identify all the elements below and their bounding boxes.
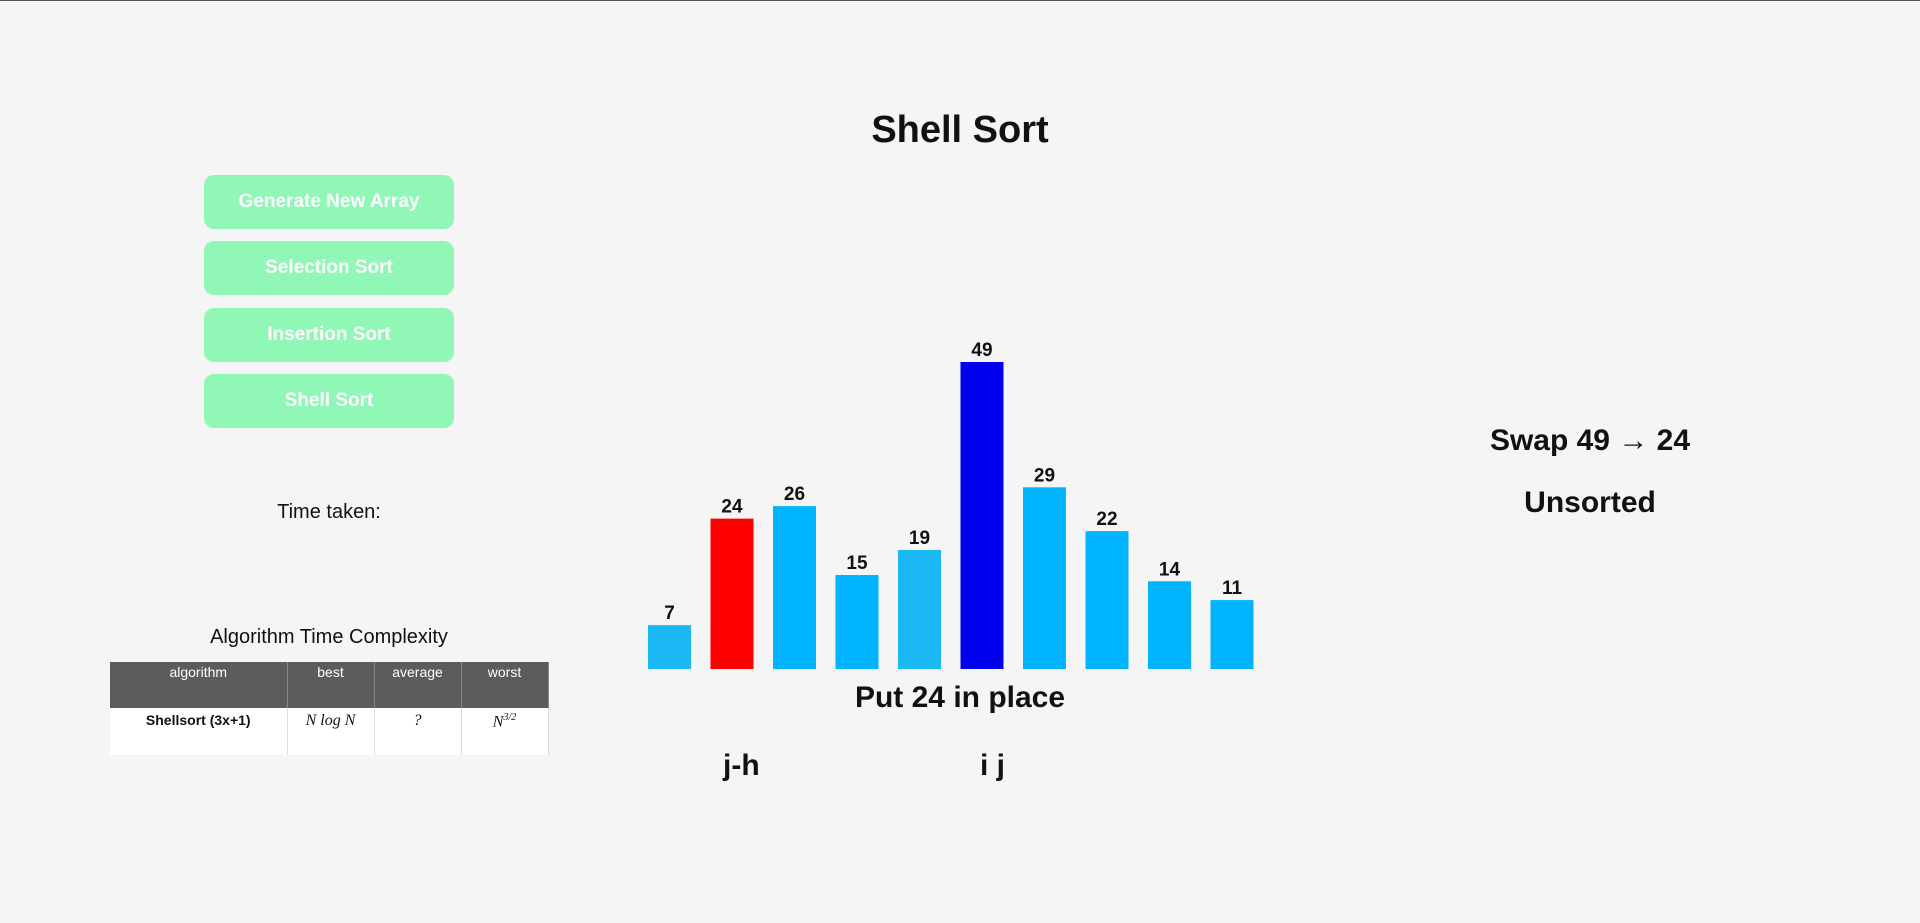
cell-worst: N3/2 bbox=[461, 708, 549, 755]
bar-value-label: 11 bbox=[1222, 578, 1243, 599]
bar-value-label: 24 bbox=[721, 497, 743, 518]
bar bbox=[1023, 487, 1066, 669]
table-row: Shellsort (3x+1) N log N ? N3/2 bbox=[110, 708, 549, 755]
cell-best: N log N bbox=[287, 708, 375, 755]
worst-exponent: 3/2 bbox=[503, 712, 517, 723]
bar-value-label: 29 bbox=[1034, 465, 1055, 486]
bar bbox=[710, 518, 754, 669]
bar-value-label: 7 bbox=[664, 603, 675, 624]
complexity-table: algorithm best average worst Shellsort (… bbox=[110, 662, 549, 755]
bar bbox=[1148, 581, 1191, 669]
bar bbox=[773, 506, 816, 669]
header-best: best bbox=[287, 662, 375, 708]
header-algorithm: algorithm bbox=[110, 662, 288, 708]
step-message: Put 24 in place bbox=[854, 681, 1066, 714]
bar bbox=[960, 362, 1004, 669]
cell-average: ? bbox=[374, 708, 462, 755]
selection-sort-button[interactable]: Selection Sort bbox=[204, 241, 454, 295]
insertion-sort-button[interactable]: Insertion Sort bbox=[204, 308, 454, 362]
generate-array-button[interactable]: Generate New Array bbox=[204, 175, 454, 229]
page-title: Shell Sort bbox=[871, 109, 1049, 151]
status-action: Swap 49 → 24 bbox=[1489, 424, 1691, 457]
bar-value-label: 22 bbox=[1096, 509, 1117, 530]
bar-value-label: 14 bbox=[1159, 559, 1181, 580]
bar bbox=[1210, 600, 1254, 669]
bar-value-label: 26 bbox=[784, 484, 805, 505]
worst-base: N bbox=[492, 713, 504, 731]
complexity-header-row: algorithm best average worst bbox=[110, 662, 549, 708]
pointer-right: i j bbox=[980, 749, 1006, 782]
cell-algorithm: Shellsort (3x+1) bbox=[110, 708, 288, 755]
status-state: Unsorted bbox=[1524, 486, 1656, 519]
bar bbox=[835, 575, 879, 669]
bar bbox=[1085, 531, 1129, 669]
shell-sort-button[interactable]: Shell Sort bbox=[204, 374, 454, 428]
bar-value-label: 15 bbox=[846, 553, 868, 574]
bar-value-label: 49 bbox=[971, 340, 992, 361]
bar-value-label: 19 bbox=[909, 528, 930, 549]
complexity-title: Algorithm Time Complexity bbox=[210, 626, 448, 648]
bar bbox=[898, 549, 941, 669]
header-worst: worst bbox=[461, 662, 549, 708]
pointer-left: j-h bbox=[723, 749, 760, 782]
header-average: average bbox=[374, 662, 462, 708]
time-taken-label: Time taken: bbox=[277, 501, 381, 523]
bar bbox=[648, 625, 691, 669]
